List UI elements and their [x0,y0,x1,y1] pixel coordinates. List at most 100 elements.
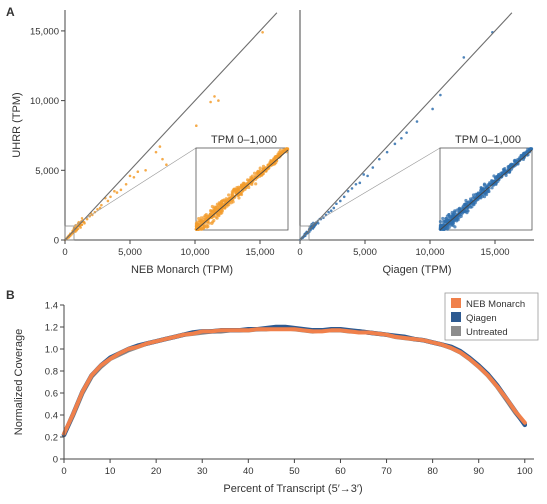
y-ticks: 0 0.2 0.4 0.6 0.8 1.0 1.2 1.4 [45,301,64,466]
coverage-series [61,324,528,438]
inset-point [241,184,245,188]
scatter-point [415,120,419,123]
scatter-qiagen: 0 5,000 10,000 15,000 Qiagen (TPM) TPM 0–1,… [297,10,534,276]
inset-point [253,174,258,178]
scatter-point [358,181,362,185]
inset-point [447,212,451,217]
x-tick-label: 30 [197,466,208,477]
zoom-box [299,225,310,241]
inset-point [272,161,276,165]
inset-point [500,171,504,175]
inset-point [197,216,201,221]
x-axis-label: NEB Monarch (TPM) [131,264,233,276]
inset-point [493,175,498,180]
scatter-point [80,223,84,227]
inset-point [478,195,482,199]
regression-line [299,12,513,241]
inset-point [529,147,534,151]
scatter-neb-monarch: 0 5,000 10,000 15,000 0 5,000 10,000 15,000 NE… [11,10,299,276]
inset-point [468,203,472,207]
inset-point [213,206,218,210]
scatter-point [132,175,136,179]
scatter-point [85,217,89,221]
x-ticks: 0 5,000 10,000 15,000 [62,240,275,258]
inset-point [485,190,489,194]
y-tick-label: 0.8 [45,367,58,378]
inset-point [461,206,465,210]
inset-point [217,213,221,218]
inset-point [447,225,451,229]
inset-point [457,207,461,211]
scatter-point [385,150,389,154]
inset-point [275,159,279,163]
y-tick-label: 0.6 [45,389,58,400]
inset-point [524,150,528,155]
x-tick-label: 10,000 [415,247,444,258]
inset-point [466,209,470,213]
inset-point [220,199,224,204]
scatter-point [217,99,220,102]
x-tick-label: 60 [335,466,346,477]
inset-point [479,188,483,193]
inset-point [254,182,258,186]
y-axis-label: Normalized Coverage [13,329,25,435]
inset-point [250,182,254,186]
inset-point [269,159,274,163]
x-tick-label: 100 [517,466,533,477]
inset-point [258,166,262,170]
legend-swatch-untreated [451,326,461,336]
scatter-point [327,210,330,214]
x-tick-label: 10,000 [180,247,209,258]
y-tick-label: 1.4 [45,301,58,312]
scatter-point [342,195,346,199]
inset-point [490,186,494,190]
x-tick-label: 0 [61,466,66,477]
y-tick-label: 0.4 [45,411,58,422]
inset-point [212,218,216,223]
x-tick-label: 40 [243,466,254,477]
inset-point [450,214,455,218]
inset-point [521,152,526,156]
y-tick-label: 0.2 [45,433,58,444]
inset-point [449,223,453,227]
inset-point [465,201,469,205]
legend: NEB Monarch Qiagen Untreated [444,292,539,341]
inset-point [472,201,476,205]
scatter-point [213,95,216,98]
regression-line [64,12,278,241]
inset-point [438,219,443,224]
x-ticks: 0 5,000 10,000 15,000 [297,240,510,258]
inset-point [211,209,216,214]
inset-point [220,208,224,212]
coverage-chart: 0 10 20 30 40 50 60 70 80 90 100 0 0.2 0.4 0.6 0.8 1.0 1… [13,292,539,495]
inset-point [202,217,206,222]
inset-point [237,196,241,200]
y-ticks: 0 5,000 10,000 15,000 [30,26,65,247]
inset-point [199,216,203,220]
scatter-point [405,131,408,134]
scatter-point [96,208,99,211]
inset-point [470,205,474,209]
scatter-point [354,182,358,186]
zoom-connector [73,147,197,227]
inset-line [195,149,289,231]
zoom-connector [308,147,441,227]
x-tick-label: 15,000 [245,247,274,258]
inset-point [247,185,251,190]
inset-point [230,192,234,196]
scatter-point [128,174,132,178]
inset-point [465,203,470,207]
series-line-qiagen [61,324,528,438]
scatter-point [154,150,158,154]
panel-label-a: A [6,5,15,19]
scatter-point [362,173,366,176]
inset-title: TPM 0–1,000 [211,134,277,146]
x-axis-label: Qiagen (TPM) [382,264,451,276]
inset-point [229,201,233,205]
scatter-point [431,107,434,111]
x-tick-label: 0 [62,247,67,258]
inset-point [459,214,463,218]
x-tick-label: 5,000 [353,247,377,258]
inset-point [272,157,276,161]
scatter-point [209,100,212,104]
